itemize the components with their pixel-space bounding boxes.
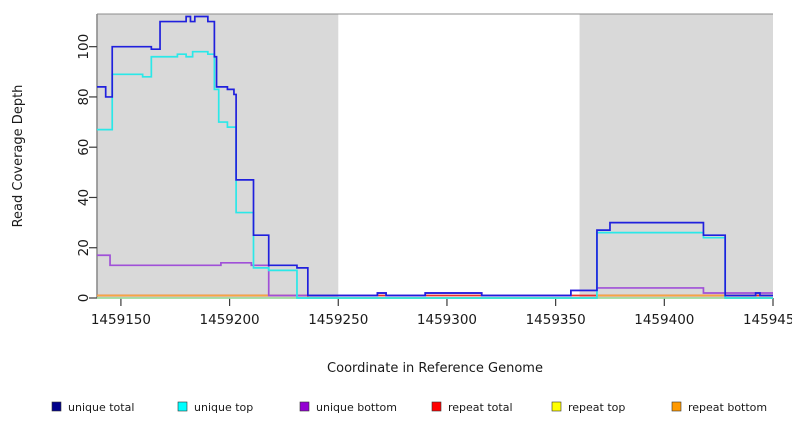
legend-item-repeat-bottom[interactable]: repeat bottom xyxy=(671,401,767,414)
shaded-region-0 xyxy=(97,14,339,298)
x-tick-label-2: 1459250 xyxy=(308,312,368,328)
y-tick-label-5: 100 xyxy=(76,34,92,60)
x-tick-label-4: 1459350 xyxy=(526,312,586,328)
legend-label-unique-total: unique total xyxy=(68,401,134,414)
legend-item-repeat-top[interactable]: repeat top xyxy=(551,401,625,414)
legend-swatch-unique-bottom xyxy=(299,401,310,412)
chart-legend: unique total unique top unique bottom repea… xyxy=(51,401,767,414)
legend-swatch-unique-total xyxy=(51,401,62,412)
axes: 0 20 40 60 80 100 1459150 1459200 1459250 1459300… xyxy=(76,13,792,328)
y-tick-label-4: 80 xyxy=(76,88,92,105)
legend-label-unique-bottom: unique bottom xyxy=(316,401,397,414)
x-tick-label-5: 1459400 xyxy=(634,312,694,328)
legend-item-unique-bottom[interactable]: unique bottom xyxy=(299,401,397,414)
legend-swatch-repeat-bottom xyxy=(671,401,682,412)
data-series xyxy=(97,15,773,299)
legend-swatch-repeat-total xyxy=(431,401,442,412)
shaded-regions xyxy=(97,14,773,298)
x-tick-label-0: 1459150 xyxy=(91,312,151,328)
x-tick-label-1: 1459200 xyxy=(200,312,260,328)
x-axis-title: Coordinate in Reference Genome xyxy=(327,361,543,376)
y-tick-label-2: 40 xyxy=(76,189,92,206)
legend-swatch-unique-top xyxy=(177,401,188,412)
y-tick-label-0: 0 xyxy=(76,294,92,303)
legend-swatch-repeat-top xyxy=(551,401,562,412)
series-line-unique-total xyxy=(97,15,773,297)
x-tick-label-6: 1459450 xyxy=(743,312,792,328)
legend-label-repeat-top: repeat top xyxy=(568,401,625,414)
y-axis-title: Read Coverage Depth xyxy=(11,85,26,228)
legend-item-repeat-total[interactable]: repeat total xyxy=(431,401,513,414)
y-tick-label-3: 60 xyxy=(76,139,92,156)
shaded-region-1 xyxy=(579,14,773,298)
y-tick-label-1: 20 xyxy=(76,239,92,256)
legend-item-unique-total[interactable]: unique total xyxy=(51,401,134,414)
legend-label-unique-top: unique top xyxy=(194,401,253,414)
legend-label-repeat-bottom: repeat bottom xyxy=(688,401,767,414)
x-tick-label-3: 1459300 xyxy=(417,312,477,328)
axis-labels: Coordinate in Reference Genome Read Cover… xyxy=(11,85,543,376)
legend-item-unique-top[interactable]: unique top xyxy=(177,401,253,414)
legend-label-repeat-total: repeat total xyxy=(448,401,513,414)
